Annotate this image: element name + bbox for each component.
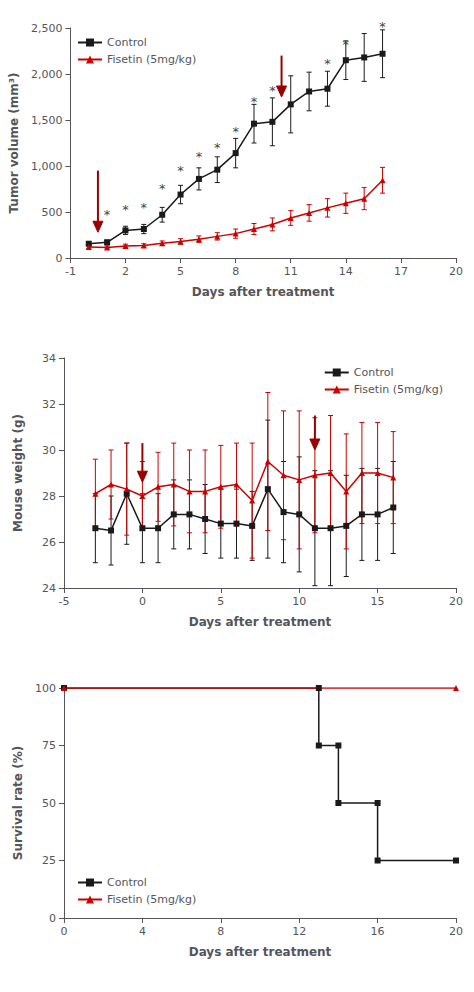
svg-text:14: 14 (339, 265, 353, 278)
svg-text:*: * (251, 94, 258, 109)
svg-text:75: 75 (42, 739, 56, 752)
svg-text:10: 10 (292, 595, 306, 608)
svg-text:50: 50 (42, 797, 56, 810)
svg-text:16: 16 (371, 925, 385, 938)
svg-text:Fisetin (5mg/kg): Fisetin (5mg/kg) (354, 383, 443, 396)
svg-text:28: 28 (42, 490, 56, 503)
svg-text:Control: Control (354, 366, 394, 379)
svg-text:34: 34 (42, 352, 56, 365)
svg-text:4: 4 (139, 925, 146, 938)
svg-text:2: 2 (122, 265, 129, 278)
svg-text:11: 11 (284, 265, 298, 278)
svg-text:15: 15 (371, 595, 385, 608)
svg-text:2,500: 2,500 (31, 22, 63, 35)
svg-text:24: 24 (42, 582, 56, 595)
svg-text:32: 32 (42, 398, 56, 411)
svg-text:Days after treatment: Days after treatment (189, 945, 332, 959)
svg-text:*: * (104, 207, 111, 222)
svg-text:-5: -5 (59, 595, 70, 608)
svg-text:Days after treatment: Days after treatment (192, 285, 335, 299)
svg-text:2,000: 2,000 (31, 68, 63, 81)
svg-text:20: 20 (449, 925, 463, 938)
svg-text:Days after treatment: Days after treatment (189, 615, 332, 629)
svg-text:5: 5 (177, 265, 184, 278)
svg-text:Mouse weight (g): Mouse weight (g) (11, 414, 25, 532)
svg-text:Fisetin (5mg/kg): Fisetin (5mg/kg) (107, 893, 196, 906)
svg-text:0: 0 (139, 595, 146, 608)
svg-text:20: 20 (449, 265, 463, 278)
svg-text:*: * (214, 140, 221, 155)
svg-text:25: 25 (42, 854, 56, 867)
svg-text:*: * (269, 83, 276, 98)
svg-text:20: 20 (449, 595, 463, 608)
svg-text:*: * (141, 200, 148, 215)
svg-text:*: * (122, 202, 129, 217)
svg-text:*: * (196, 149, 203, 164)
svg-text:*: * (232, 124, 239, 139)
svg-text:12: 12 (292, 925, 306, 938)
svg-text:Control: Control (107, 876, 147, 889)
svg-text:*: * (324, 56, 331, 71)
svg-text:26: 26 (42, 536, 56, 549)
svg-text:500: 500 (41, 206, 62, 219)
svg-text:8: 8 (217, 925, 224, 938)
svg-text:0: 0 (49, 912, 56, 925)
svg-text:30: 30 (42, 444, 56, 457)
svg-text:Fisetin (5mg/kg): Fisetin (5mg/kg) (107, 53, 196, 66)
svg-text:17: 17 (394, 265, 408, 278)
svg-text:Control: Control (107, 36, 147, 49)
svg-text:*: * (343, 37, 350, 52)
svg-text:*: * (177, 163, 184, 178)
svg-text:0: 0 (61, 925, 68, 938)
svg-text:1,000: 1,000 (31, 160, 63, 173)
svg-text:0: 0 (55, 252, 62, 265)
svg-text:*: * (379, 19, 386, 34)
svg-text:1,500: 1,500 (31, 114, 63, 127)
svg-text:Tumor volume (mm³): Tumor volume (mm³) (7, 72, 21, 213)
svg-text:Survival rate (%): Survival rate (%) (11, 746, 25, 860)
svg-text:8: 8 (232, 265, 239, 278)
svg-text:-1: -1 (65, 265, 76, 278)
svg-text:*: * (159, 181, 166, 196)
svg-text:100: 100 (35, 682, 56, 695)
svg-text:5: 5 (217, 595, 224, 608)
